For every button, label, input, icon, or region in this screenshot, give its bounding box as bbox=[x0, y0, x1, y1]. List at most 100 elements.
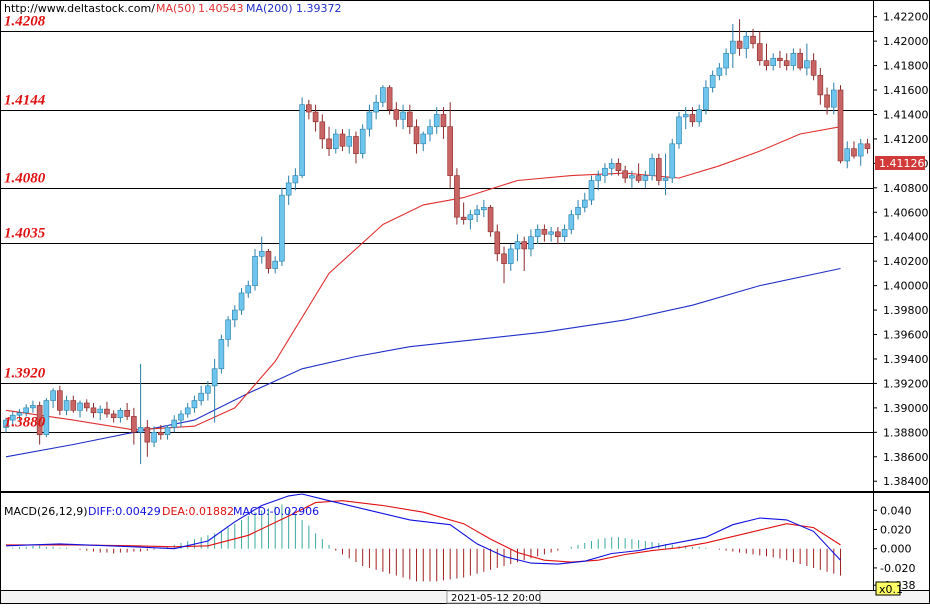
candle bbox=[346, 129, 353, 154]
candle bbox=[783, 53, 790, 71]
macd-y-tick-label: -0.020 bbox=[880, 562, 915, 575]
candle-body bbox=[548, 231, 554, 235]
zoom-label[interactable]: x0.1 bbox=[879, 583, 903, 596]
candle-body bbox=[131, 416, 137, 433]
candle-body bbox=[232, 309, 238, 321]
candle bbox=[474, 204, 480, 223]
candle-body bbox=[454, 175, 460, 218]
y-tick-label: 1.40800 bbox=[883, 182, 929, 195]
candle bbox=[245, 280, 252, 298]
candle-body bbox=[723, 53, 729, 69]
candle-body bbox=[211, 368, 218, 387]
candle-body bbox=[622, 170, 628, 179]
candle-body bbox=[736, 40, 743, 49]
candle bbox=[406, 104, 413, 135]
candle bbox=[326, 126, 332, 157]
candle bbox=[43, 398, 50, 438]
candle bbox=[588, 175, 595, 205]
candle bbox=[790, 48, 797, 71]
candle bbox=[366, 104, 373, 137]
candle bbox=[9, 411, 16, 425]
candle-body bbox=[292, 175, 299, 184]
y-tick-label: 1.40600 bbox=[883, 206, 929, 219]
candle bbox=[258, 236, 265, 264]
candle-body bbox=[844, 148, 851, 162]
candle bbox=[312, 104, 319, 132]
candle-body bbox=[528, 236, 534, 250]
candle bbox=[131, 407, 137, 445]
macd-y-tick-label: 0.020 bbox=[880, 523, 912, 536]
candle bbox=[299, 97, 305, 179]
candle bbox=[736, 19, 743, 56]
y-tick-label: 1.38800 bbox=[883, 426, 929, 439]
candle-body bbox=[864, 143, 871, 149]
candle-body bbox=[575, 207, 581, 216]
level-label: 1.3920 bbox=[4, 366, 46, 382]
candle-body bbox=[110, 413, 117, 418]
candle-body bbox=[171, 419, 178, 428]
candle bbox=[696, 104, 702, 127]
candle bbox=[70, 395, 77, 413]
candle-body bbox=[272, 260, 279, 269]
candle-body bbox=[198, 392, 204, 401]
candle bbox=[332, 129, 339, 154]
candle bbox=[359, 124, 366, 159]
candle bbox=[824, 87, 830, 115]
candle bbox=[90, 402, 97, 418]
candle bbox=[864, 138, 871, 154]
macd-name: MACD(26,12,9) bbox=[4, 505, 88, 518]
candle bbox=[164, 424, 171, 440]
y-tick-label: 1.41400 bbox=[883, 108, 929, 121]
y-tick-label: 1.40400 bbox=[883, 231, 929, 244]
candle bbox=[481, 200, 487, 218]
candle-body bbox=[144, 427, 151, 443]
candle-body bbox=[662, 177, 669, 181]
candle bbox=[830, 82, 837, 115]
candle bbox=[534, 224, 541, 245]
candle-body bbox=[70, 400, 77, 411]
candle bbox=[635, 163, 642, 183]
candle bbox=[447, 102, 453, 188]
candle bbox=[137, 363, 144, 465]
candle bbox=[454, 168, 460, 225]
candle-body bbox=[151, 432, 157, 443]
candle-body bbox=[615, 163, 622, 172]
candle bbox=[615, 158, 622, 176]
candle-body bbox=[460, 216, 467, 220]
candle-body bbox=[137, 427, 144, 433]
candle bbox=[97, 405, 104, 421]
level-label: 1.4208 bbox=[4, 14, 46, 30]
candle-body bbox=[43, 400, 50, 436]
candle bbox=[211, 358, 218, 423]
candle bbox=[723, 48, 729, 76]
ma50-line bbox=[5, 126, 841, 431]
candle bbox=[272, 256, 279, 274]
candle-body bbox=[857, 143, 864, 157]
candle-body bbox=[595, 175, 602, 181]
candle bbox=[507, 244, 514, 271]
candle-body bbox=[205, 385, 211, 394]
candle bbox=[642, 170, 649, 188]
source-url[interactable]: http://www.deltastock.com/ bbox=[4, 2, 155, 15]
candle bbox=[191, 395, 198, 413]
candle-body bbox=[440, 114, 447, 127]
ma200-value: 1.39372 bbox=[296, 2, 342, 15]
candle-body bbox=[9, 414, 16, 421]
level-label: 1.4035 bbox=[4, 226, 46, 242]
candle-body bbox=[57, 390, 63, 411]
candle-body bbox=[427, 126, 433, 135]
candle-body bbox=[716, 67, 723, 76]
candle bbox=[238, 288, 245, 315]
candle-body bbox=[373, 101, 379, 113]
candle-body bbox=[279, 194, 285, 262]
candle-body bbox=[507, 248, 514, 264]
candle-body bbox=[669, 143, 676, 179]
candle-body bbox=[63, 400, 70, 411]
candle-body bbox=[447, 126, 453, 176]
macd-dea-line bbox=[6, 500, 841, 563]
candle-body bbox=[380, 87, 386, 103]
candle-body bbox=[83, 402, 90, 409]
zoom-box[interactable] bbox=[875, 581, 901, 596]
